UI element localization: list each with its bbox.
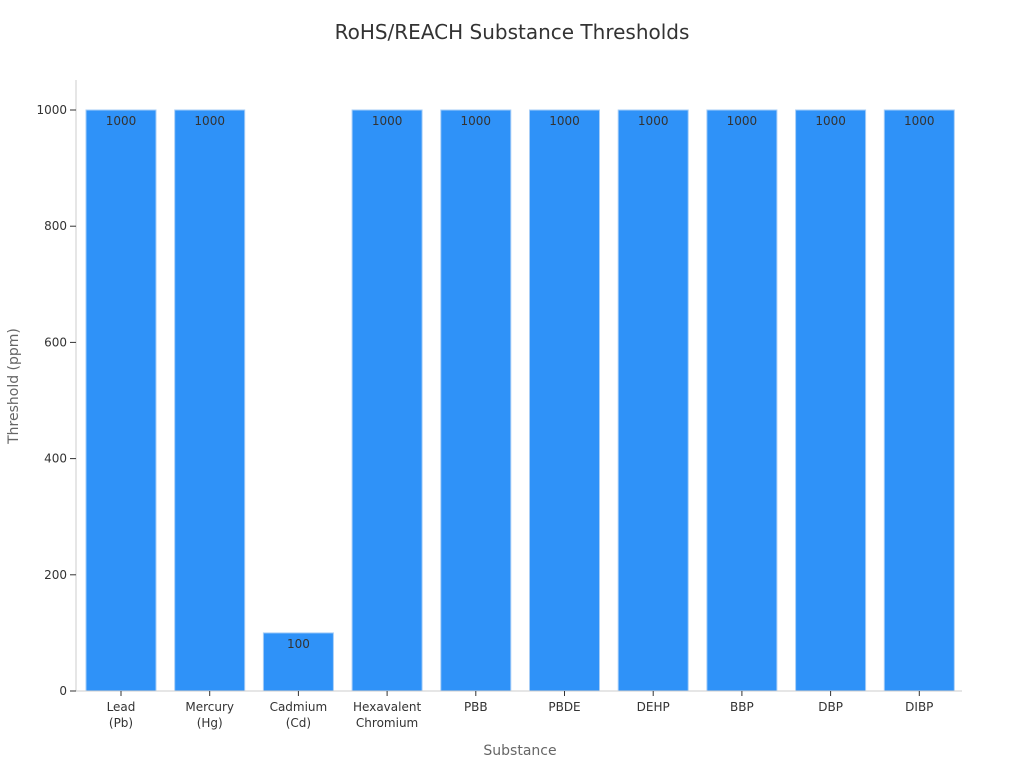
- bar-value-label: 1000: [904, 114, 935, 128]
- bar-value-label: 100: [287, 637, 310, 651]
- bar-value-label: 1000: [194, 114, 225, 128]
- bar-value-label: 1000: [815, 114, 846, 128]
- y-tick-label: 600: [44, 335, 67, 349]
- bar: [262, 632, 334, 692]
- bar-value-label: 1000: [372, 114, 403, 128]
- bar: [617, 109, 689, 692]
- x-tick-label: Mercury (Hg): [185, 700, 234, 730]
- y-axis-title: Threshold (ppm): [6, 328, 22, 445]
- x-tick-label: PBDE: [548, 700, 580, 714]
- y-tick-label: 200: [44, 568, 67, 582]
- bar: [795, 109, 867, 692]
- x-tick-label: DIBP: [905, 700, 933, 714]
- x-tick-label: BBP: [730, 700, 754, 714]
- y-tick-label: 1000: [36, 103, 67, 117]
- bar: [85, 109, 157, 692]
- bars-group: 1000 1000 100 1000 1000 1000 1000 1000 1000 1000: [85, 109, 955, 692]
- y-tick-label: 800: [44, 219, 67, 233]
- x-axis: Lead (Pb) Mercury (Hg) Cadmium (Cd) Hexavalent…: [76, 690, 962, 730]
- x-tick-label: Cadmium (Cd): [270, 700, 328, 730]
- bar-value-label: 1000: [106, 114, 137, 128]
- x-axis-title: Substance: [483, 743, 556, 759]
- x-tick-label: PBB: [464, 700, 488, 714]
- bar: [440, 109, 512, 692]
- chart-title: RoHS/REACH Substance Thresholds: [334, 20, 690, 44]
- bar: [351, 109, 423, 692]
- bar-value-label: 1000: [461, 114, 492, 128]
- y-axis: 0 200 400 600 800 1000: [36, 80, 77, 698]
- bar: [706, 109, 778, 692]
- bar: [883, 109, 955, 692]
- y-tick-label: 400: [44, 452, 67, 466]
- x-tick-label: DBP: [818, 700, 843, 714]
- bar: [174, 109, 246, 692]
- x-tick-label: DEHP: [637, 700, 670, 714]
- x-tick-label: Lead (Pb): [107, 700, 136, 730]
- bar-value-label: 1000: [549, 114, 580, 128]
- bar-value-label: 1000: [638, 114, 669, 128]
- x-tick-label: Hexavalent Chromium: [353, 700, 421, 730]
- bar-value-label: 1000: [727, 114, 758, 128]
- bar: [529, 109, 600, 692]
- y-tick-label: 0: [59, 684, 67, 698]
